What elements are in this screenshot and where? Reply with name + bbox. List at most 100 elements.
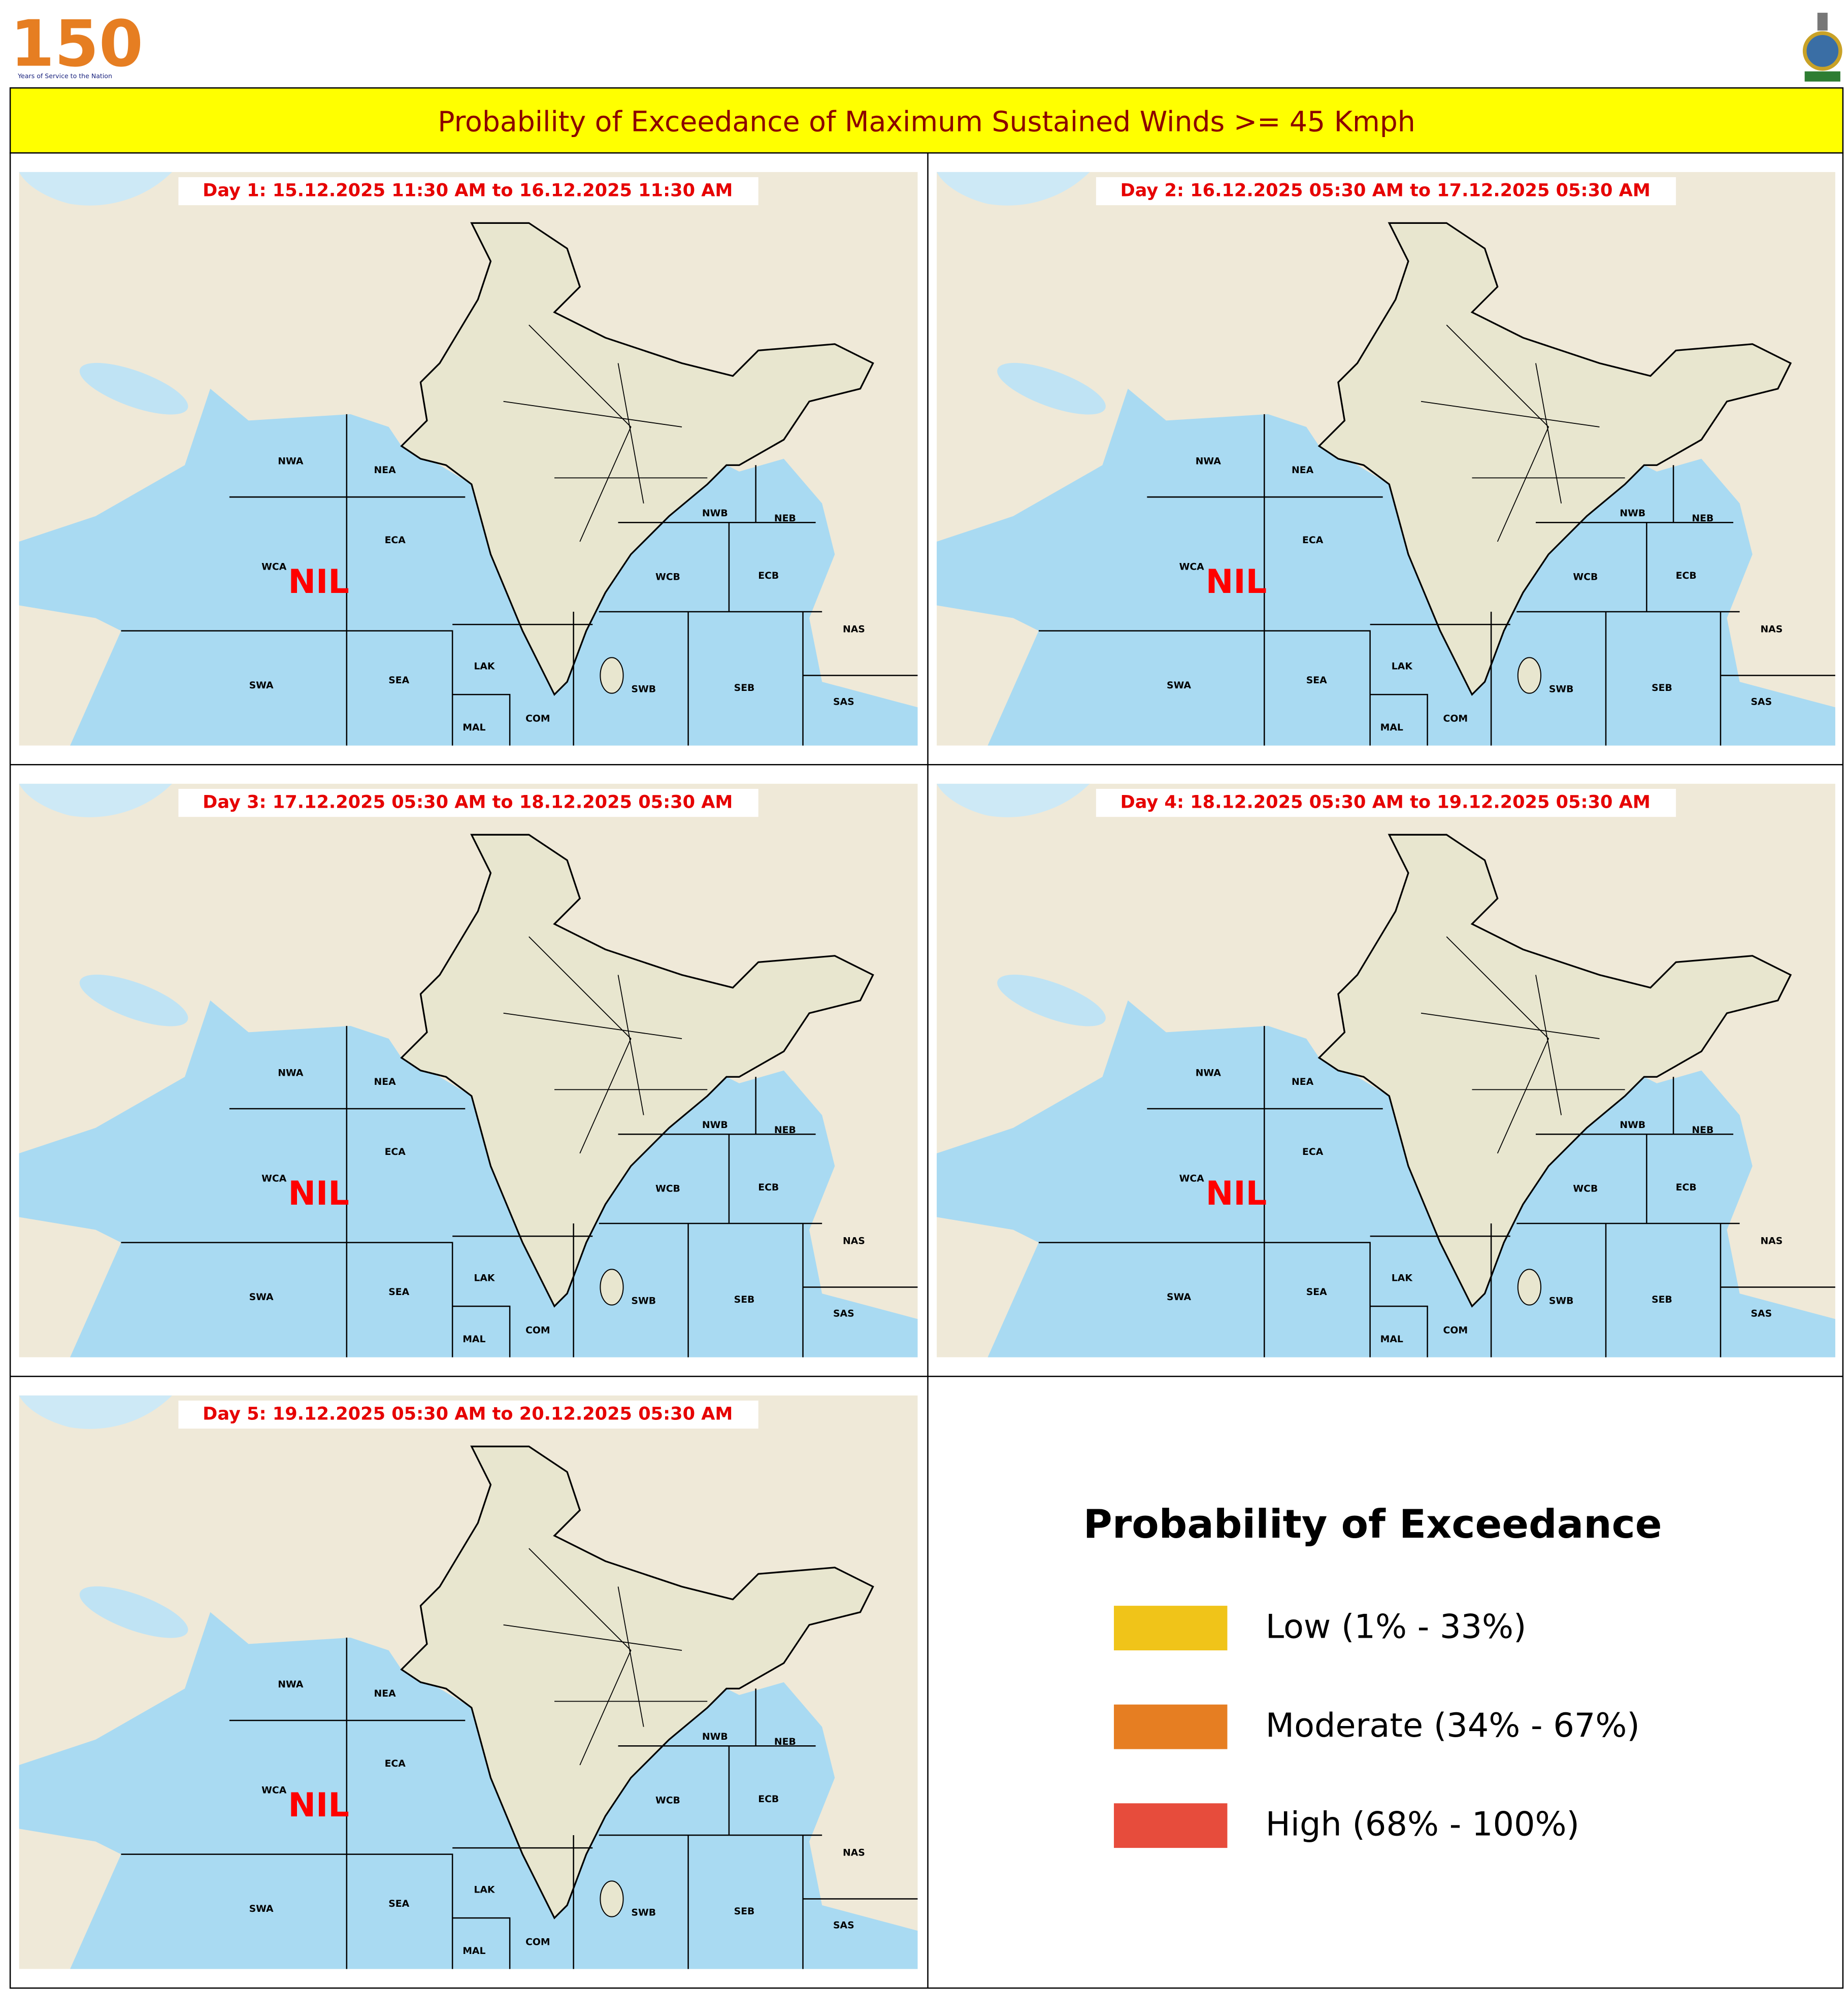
region-label: LAK — [474, 661, 496, 672]
region-label: ECB — [758, 1794, 779, 1805]
region-label: SWA — [1167, 680, 1191, 691]
grid-frame — [9, 152, 1844, 1989]
region-label: SEB — [734, 1906, 755, 1917]
region-label: ECA — [1302, 1147, 1324, 1157]
region-label: SEA — [388, 1287, 409, 1298]
region-label: SAS — [833, 1309, 854, 1319]
region-label: ECA — [385, 1759, 406, 1769]
region-label: WCB — [655, 572, 680, 583]
legend-swatch — [1114, 1803, 1228, 1848]
region-label: WCB — [655, 1184, 680, 1195]
status: NIL — [288, 1174, 349, 1213]
region-label: NEB — [1692, 513, 1713, 524]
map-panel: NWA NEA ECA WCA NWB NEB WCB ECB NAS LAK SWA SEA SWB S… — [18, 783, 919, 1358]
region-label: WCA — [1179, 562, 1205, 573]
map-panel: NWA NEA ECA WCA NWB NEB WCB ECB NAS LAK SWA SEA SWB S… — [18, 171, 919, 747]
region-label: LAK — [1392, 661, 1413, 672]
region-label: NEA — [374, 1077, 397, 1087]
grid-lines — [10, 153, 1843, 1988]
region-label: NAS — [843, 624, 865, 635]
region-label: ECA — [1302, 535, 1324, 546]
region-label: SWB — [631, 1908, 656, 1918]
day-label: Day 5: 19.12.2025 05:30 AM to 20.12.2025… — [203, 1404, 733, 1424]
region-label: COM — [1443, 1325, 1468, 1336]
region-label: SWB — [631, 684, 656, 695]
day-label-bg — [178, 1400, 758, 1429]
region-label: LAK — [1392, 1273, 1413, 1283]
region-label: NWB — [702, 1732, 728, 1742]
map-panel: NWA NEA ECA WCA NWB NEB WCB ECB NAS LAK SWA SEA SWB S… — [936, 171, 1836, 747]
region-label: NEB — [1692, 1125, 1713, 1136]
region-label: NWB — [1620, 508, 1645, 519]
title-bar — [9, 87, 1844, 154]
region-label: SWB — [1549, 684, 1574, 695]
day-label: Day 2: 16.12.2025 05:30 AM to 17.12.2025… — [1120, 180, 1651, 201]
day-label-bg — [178, 177, 758, 206]
map — [936, 171, 1836, 747]
region-label: MAL — [463, 722, 485, 733]
logo-caption: Years of Service to the Nation — [17, 72, 112, 80]
region-label: WCB — [1573, 1184, 1598, 1195]
day-label-bg — [1096, 788, 1676, 817]
region-label: SWA — [1167, 1292, 1191, 1303]
region-label: COM — [1443, 713, 1468, 724]
region-label: NWA — [1196, 1068, 1222, 1078]
region-label: SEA — [1306, 675, 1327, 686]
region-label: NEB — [774, 1737, 796, 1747]
status: NIL — [1206, 1174, 1267, 1213]
region-label: NAS — [1760, 624, 1783, 635]
region-label: SEB — [734, 683, 755, 693]
map-panel: NWA NEA ECA WCA NWB NEB WCB ECB NAS LAK SWA SEA SWB S… — [18, 1395, 919, 1970]
region-label: SWA — [249, 1292, 274, 1303]
region-label: SEA — [1306, 1287, 1327, 1298]
region-label: SWA — [249, 1904, 274, 1914]
region-label: ECA — [385, 535, 406, 546]
map-panel: NWA NEA ECA WCA NWB NEB WCB ECB NAS LAK SWA SEA SWB S… — [936, 783, 1836, 1358]
region-label: COM — [525, 1937, 550, 1947]
legend-title: Probability of Exceedance — [1083, 1502, 1662, 1547]
region-label: COM — [525, 1325, 550, 1336]
legend-label: High (68% - 100%) — [1266, 1805, 1579, 1843]
region-label: NAS — [843, 1236, 865, 1247]
legend-label: Low (1% - 33%) — [1266, 1607, 1527, 1646]
region-label: NWB — [702, 1120, 728, 1131]
region-label: NEB — [774, 513, 796, 524]
map — [18, 1395, 919, 1970]
region-label: WCA — [261, 562, 287, 573]
region-label: WCA — [261, 1785, 287, 1796]
legend-swatch — [1114, 1606, 1228, 1650]
legend-swatch — [1114, 1704, 1228, 1749]
region-label: NEA — [374, 465, 397, 476]
region-label: SWB — [1549, 1296, 1574, 1307]
region-label: NAS — [1760, 1236, 1783, 1247]
map — [18, 171, 919, 747]
region-label: NWB — [1620, 1120, 1645, 1131]
region-label: NWB — [702, 508, 728, 519]
region-label: NEB — [774, 1125, 796, 1136]
region-label: ECB — [758, 1182, 779, 1193]
region-label: NWA — [278, 456, 304, 467]
legend-label: Moderate (34% - 67%) — [1266, 1706, 1640, 1745]
region-label: SWA — [249, 680, 274, 691]
status: NIL — [288, 562, 349, 601]
region-label: WCB — [1573, 572, 1598, 583]
title: Probability of Exceedance of Maximum Sus… — [438, 106, 1415, 139]
region-label: MAL — [1380, 1334, 1403, 1345]
region-label: SEB — [1652, 683, 1672, 693]
day-label-bg — [1096, 177, 1676, 206]
region-label: NEA — [1292, 1077, 1314, 1087]
region-label: SAS — [1751, 1309, 1772, 1319]
day-label-bg — [178, 788, 758, 817]
region-label: NEA — [1292, 465, 1314, 476]
region-label: NWA — [278, 1068, 304, 1078]
region-label: ECB — [1676, 571, 1697, 581]
map — [18, 783, 919, 1358]
region-label: SEB — [1652, 1295, 1672, 1305]
status: NIL — [1206, 562, 1267, 601]
region-label: MAL — [463, 1946, 485, 1956]
logo-number: 150 — [10, 7, 143, 81]
region-label: WCA — [1179, 1174, 1205, 1184]
region-label: NAS — [843, 1848, 865, 1859]
region-label: MAL — [463, 1334, 485, 1345]
